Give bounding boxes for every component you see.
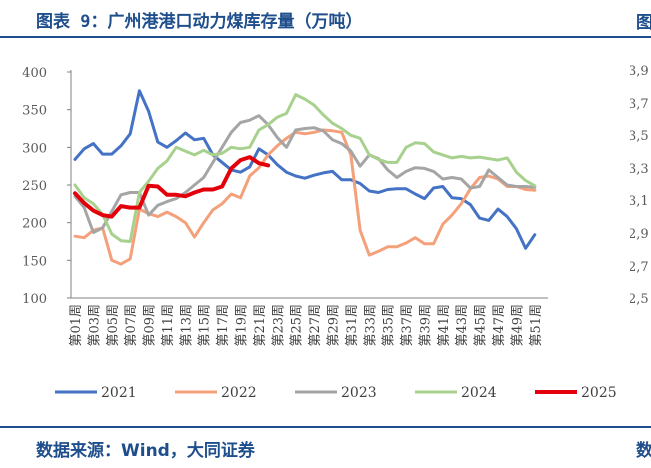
y-tick-label: 200 [22,217,47,232]
legend-label-2023: 2023 [341,385,377,401]
x-tick-label: 第49周 [510,304,525,347]
y-tick-label: 150 [22,254,47,269]
x-tick-label: 第29周 [326,304,341,347]
adjacent-chart-tick-fragment: 2,9 [630,227,649,242]
adjacent-chart-tick-fragment: 2,7 [630,259,649,275]
series-line-2023 [73,114,537,234]
x-tick-label: 第43周 [455,304,470,347]
x-tick-label: 第05周 [106,304,121,347]
x-tick-label: 第13周 [179,304,194,347]
x-tick-label: 第15周 [198,304,213,347]
adjacent-chart-fragment: 图 数 3,9 3,7 3,5 3,3 3,1 2,9 2,7 2,5 [630,0,651,468]
adjacent-chart-tick-fragment: 3,7 [630,96,649,112]
y-tick-label: 350 [22,104,47,119]
adjacent-chart-tick-fragment: 3,9 [630,64,649,79]
x-tick-label: 第21周 [253,304,268,347]
adjacent-chart-footer-divider [630,426,651,428]
legend-label-2025: 2025 [581,385,617,401]
adjacent-chart-tick-fragment: 3,3 [630,161,649,177]
x-tick-label: 第45周 [474,304,489,347]
x-tick-label: 第03周 [87,304,102,347]
legend-label-2021: 2021 [101,385,137,401]
adjacent-chart-tick-fragment: 3,5 [630,129,649,145]
x-tick-label: 第19周 [235,304,250,347]
x-tick-label: 第41周 [437,304,452,347]
y-tick-label: 400 [22,66,47,81]
x-tick-label: 第27周 [308,304,323,347]
x-tick-label: 第35周 [382,304,397,347]
x-tick-label: 第11周 [161,304,176,347]
series-line-2025 [73,155,271,219]
x-tick-label: 第47周 [492,304,507,347]
footer-divider [0,426,630,428]
legend-label-2022: 2022 [221,385,257,401]
x-tick-label: 第51周 [529,304,544,347]
source-note: 数据来源：Wind，大同证券 [36,441,255,461]
adjacent-chart-title-divider [630,36,651,38]
page-title: 图表 9：广州港港口动力煤库存量（万吨） [36,12,363,32]
x-tick-label: 第23周 [271,304,286,347]
adjacent-chart-source-fragment: 数 [636,441,651,461]
adjacent-chart-tick-fragment: 2,5 [630,292,649,308]
legend-label-2024: 2024 [461,385,497,401]
x-tick-label: 第37周 [400,304,415,347]
x-tick-label: 第39周 [418,304,433,347]
y-tick-label: 250 [22,179,47,194]
line-chart: 100 150 200 250 300 350 400 第01周 第03周 第05周 第07周 第09… [22,66,617,401]
x-tick-label: 第01周 [69,304,84,347]
x-tick-label: 第25周 [290,304,305,347]
adjacent-chart-title-fragment: 图 [636,13,651,33]
x-tick-label: 第33周 [363,304,378,347]
series-line-2022 [73,128,537,266]
x-tick-label: 第07周 [124,304,139,347]
series-line-2021 [73,89,537,250]
x-tick-label: 第09周 [143,304,158,347]
y-tick-label: 300 [22,141,47,156]
y-tick-label: 100 [22,292,47,307]
title-bar: 图表 9：广州港港口动力煤库存量（万吨） [0,0,630,38]
series-line-2024 [73,93,537,243]
adjacent-chart-tick-fragment: 3,1 [630,194,649,210]
x-tick-label: 第17周 [216,304,231,347]
x-tick-label: 第31周 [345,304,360,347]
